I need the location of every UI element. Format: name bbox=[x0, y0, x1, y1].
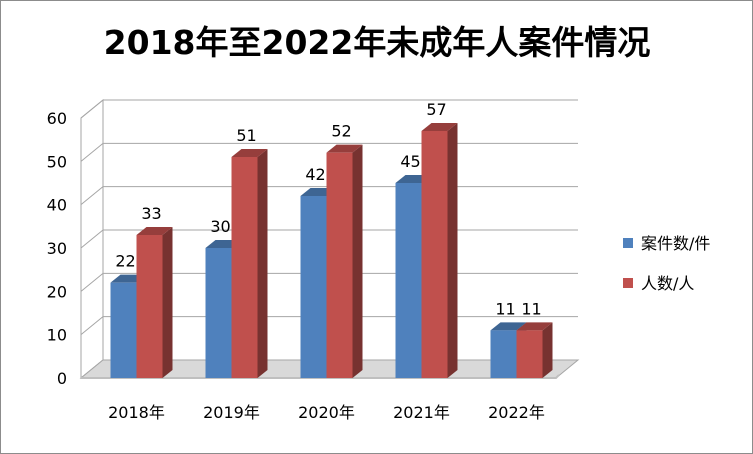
bar-top bbox=[326, 144, 363, 153]
data-labels: 22 33 30 51 42 52 45 57 11 11 bbox=[115, 100, 541, 318]
x-axis-categories: 2018年 2019年 2020年 2021年 2022年 bbox=[108, 403, 545, 422]
bar-side bbox=[352, 144, 363, 378]
bar-top bbox=[421, 123, 458, 131]
legend-label: 案件数/件 bbox=[641, 234, 710, 253]
bar-side bbox=[162, 227, 173, 378]
bar bbox=[490, 330, 517, 378]
data-label: 52 bbox=[331, 122, 351, 141]
bar bbox=[136, 235, 163, 378]
bar-top bbox=[136, 227, 173, 235]
x-category-label: 2020年 bbox=[298, 403, 355, 422]
legend-swatch bbox=[623, 238, 633, 248]
bar bbox=[205, 248, 232, 378]
y-tick-label: 40 bbox=[47, 196, 67, 215]
data-label: 11 bbox=[521, 299, 541, 318]
bar bbox=[516, 330, 543, 378]
data-label: 30 bbox=[210, 217, 230, 236]
legend-swatch bbox=[623, 278, 633, 288]
bar-top bbox=[490, 322, 527, 331]
bar-side bbox=[257, 149, 268, 378]
gridline bbox=[80, 99, 578, 119]
bars bbox=[110, 123, 553, 378]
gridline bbox=[80, 142, 578, 162]
data-label: 22 bbox=[115, 252, 135, 271]
y-tick-label: 20 bbox=[47, 282, 67, 301]
y-tick-label: 60 bbox=[47, 109, 67, 128]
bar-top bbox=[231, 149, 268, 157]
bar-side bbox=[542, 322, 553, 378]
x-category-label: 2018年 bbox=[108, 403, 165, 422]
data-label: 51 bbox=[236, 126, 256, 145]
bar bbox=[421, 131, 448, 378]
chart-title: 2018年至2022年未成年人案件情况 bbox=[104, 23, 651, 62]
data-label: 45 bbox=[400, 152, 420, 171]
y-axis-ticks: 0 10 20 30 40 50 60 bbox=[47, 109, 67, 388]
bar bbox=[110, 282, 137, 378]
x-category-label: 2022年 bbox=[488, 403, 545, 422]
x-category-label: 2019年 bbox=[203, 403, 260, 422]
bar bbox=[231, 157, 258, 378]
data-label: 11 bbox=[495, 299, 515, 318]
y-tick-label: 0 bbox=[57, 369, 67, 388]
data-label: 33 bbox=[141, 204, 161, 223]
bar-side bbox=[447, 123, 458, 378]
y-tick-label: 30 bbox=[47, 239, 67, 258]
y-tick-label: 50 bbox=[47, 152, 67, 171]
y-tick-label: 10 bbox=[47, 326, 67, 345]
bar bbox=[300, 196, 327, 378]
x-category-label: 2021年 bbox=[393, 403, 450, 422]
legend-label: 人数/人 bbox=[641, 274, 694, 293]
data-label: 57 bbox=[426, 100, 446, 119]
data-label: 42 bbox=[305, 165, 325, 184]
bar bbox=[326, 152, 353, 378]
legend: 案件数/件人数/人 bbox=[623, 234, 710, 293]
bar-top bbox=[516, 322, 553, 331]
bar bbox=[395, 183, 422, 378]
